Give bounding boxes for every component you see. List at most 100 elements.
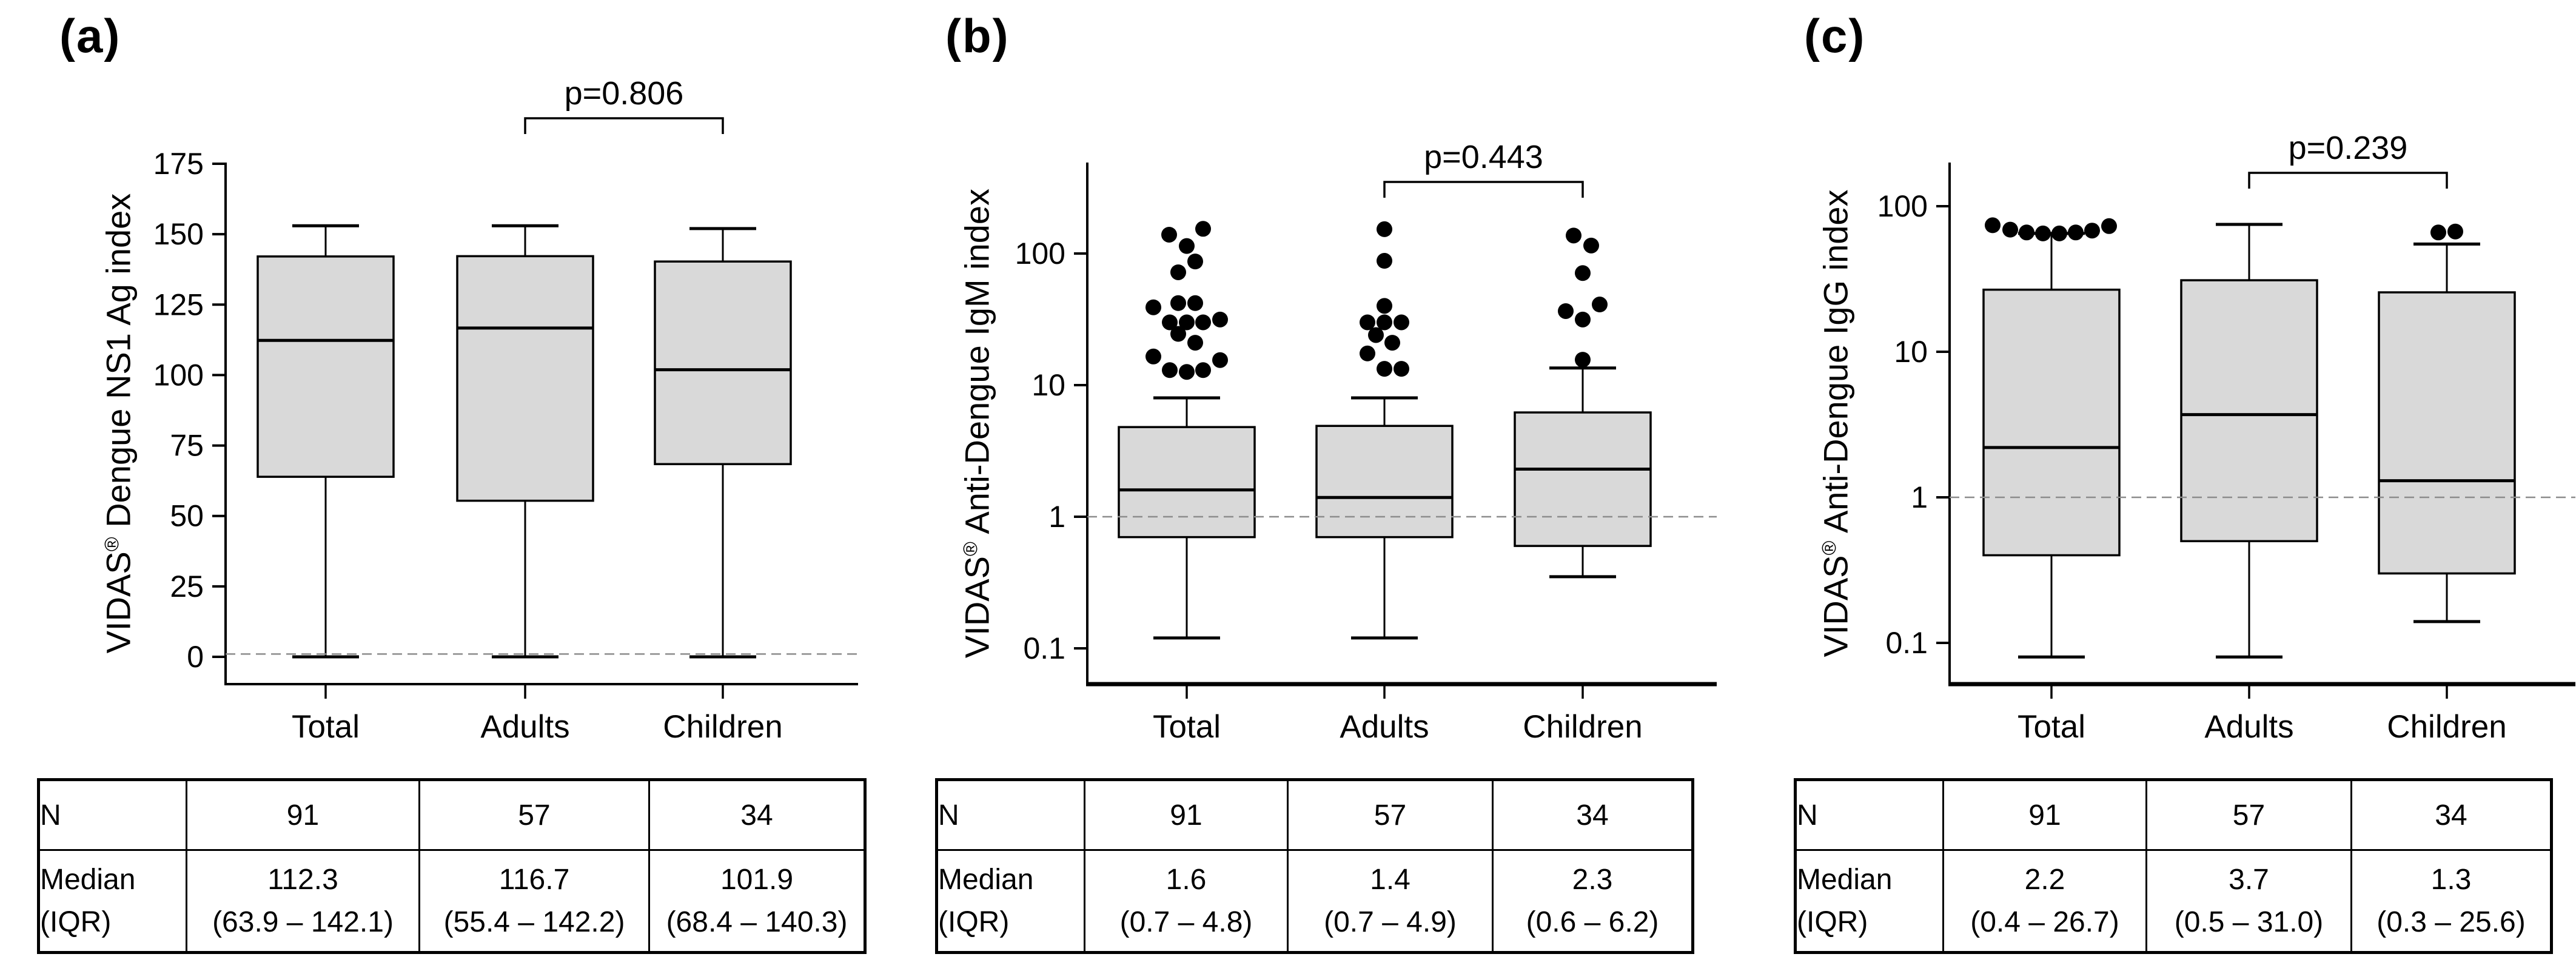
panel-c: (c) VIDAS® Anti-Dengue IgG index p=0.239…: [1717, 0, 2576, 971]
iqr-box-adults: [2180, 279, 2318, 542]
y-axis-tick-label: 10: [1031, 368, 1065, 402]
panel-letter-c: (c): [1804, 9, 1866, 62]
iqr-box-adults: [456, 255, 594, 502]
outlier-dot: [1170, 295, 1186, 311]
significance-bracket: [1383, 181, 1584, 198]
table-row-median-iqr: Median (IQR) 2.2 (0.4 – 26.7) 3.7 (0.5 – 31…: [1794, 849, 2552, 953]
iqr-box-children: [2378, 291, 2516, 575]
row-label-median-iqr: Median (IQR): [38, 849, 187, 953]
iqr-box-total: [1982, 288, 2121, 557]
outlier-dot: [1179, 238, 1195, 254]
median-iqr-total: 2.2 (0.4 – 26.7): [1942, 849, 2147, 953]
summary-table-a: N 91 57 34 Median (IQR) 112.3 (63.9 – 142.…: [37, 778, 867, 954]
outlier-dot: [1170, 326, 1186, 342]
outlier-dot: [1360, 314, 1375, 331]
median-value: 2.2: [2024, 863, 2065, 896]
iqr-value: (0.4 – 26.7): [1970, 905, 2119, 938]
outlier-dot: [2101, 218, 2117, 234]
median-value: 112.3: [267, 863, 338, 896]
outlier-dot: [1187, 295, 1203, 311]
outlier-dot: [1170, 264, 1186, 280]
outlier-dot: [1377, 361, 1392, 377]
median-iqr-children: 1.3 (0.3 – 25.6): [2350, 849, 2552, 953]
iqr-value: (0.7 – 4.8): [1119, 905, 1253, 938]
significance-bracket: [2248, 172, 2448, 189]
outlier-dot: [1384, 335, 1400, 351]
outlier-dot: [1368, 327, 1384, 343]
outlier-dot: [1394, 314, 1409, 331]
y-axis-tick-label: 0.1: [1023, 631, 1065, 665]
outlier-dot: [2430, 224, 2446, 241]
y-axis-tick-label: 100: [153, 358, 204, 392]
n-total: 91: [186, 779, 420, 851]
y-axis-tick-label: 50: [170, 499, 204, 533]
boxplot-canvas-c: 100 10 1 0.1 Total Adults Children: [1877, 163, 2575, 745]
median-value: 101.9: [720, 863, 794, 896]
panel-b: (b) VIDAS® Anti-Dengue IgM index p=0.443…: [859, 0, 1717, 971]
median-iqr-children: 101.9 (68.4 – 140.3): [648, 849, 866, 953]
n-adults: 57: [418, 779, 650, 851]
median-value: 3.7: [2229, 863, 2269, 896]
iqr-value: (0.5 – 31.0): [2174, 905, 2324, 938]
outlier-dot: [1377, 221, 1392, 237]
outlier-dot: [1212, 311, 1228, 328]
y-axis-tick-label: 100: [1877, 189, 1928, 223]
iqr-value: (68.4 – 140.3): [666, 905, 848, 938]
table-row-n: N 91 57 34: [38, 779, 866, 851]
iqr-box-children: [654, 260, 792, 465]
x-axis-category-label: Children: [1523, 709, 1642, 745]
row-label-n: N: [38, 779, 187, 851]
x-axis-category-label: Children: [2387, 709, 2506, 745]
y-axis-tick-label: 125: [153, 287, 204, 321]
p-value-label: p=0.443: [1424, 139, 1543, 175]
n-adults: 57: [1287, 779, 1494, 851]
median-label: Median: [938, 863, 1034, 896]
y-axis-tick-label: 1: [1048, 500, 1065, 534]
x-axis-category-label: Total: [292, 709, 360, 745]
median-value: 1.4: [1370, 863, 1410, 896]
outlier-dot: [1575, 352, 1591, 368]
boxplot-canvas-a: 175 150 125 100 75 50 25 0 Total Adults Children: [153, 117, 858, 745]
x-axis-category-label: Adults: [480, 709, 569, 745]
outlier-dot: [1377, 314, 1392, 331]
median-value: 116.7: [498, 863, 570, 896]
iqr-value: (0.3 – 25.6): [2376, 905, 2526, 938]
outlier-dot: [1179, 314, 1195, 331]
y-axis-tick-label: 75: [170, 429, 204, 463]
iqr-label: (IQR): [938, 905, 1010, 938]
p-value-label: p=0.239: [2288, 130, 2408, 166]
outlier-dot: [2002, 221, 2018, 238]
y-axis-tick-label: 100: [1015, 237, 1065, 270]
y-axis-tick-label: 150: [153, 217, 204, 251]
n-children: 34: [2350, 779, 2552, 851]
outlier-dot: [1162, 314, 1178, 331]
x-axis-category-label: Children: [663, 709, 782, 745]
outlier-dot: [1195, 314, 1211, 331]
y-axis-tick-label: 175: [153, 147, 204, 181]
outlier-dot: [2447, 223, 2463, 240]
outlier-dot: [1394, 361, 1409, 377]
iqr-value: (0.7 – 4.9): [1324, 905, 1457, 938]
p-value-label: p=0.806: [564, 75, 684, 112]
outlier-dot: [2051, 225, 2067, 241]
x-axis-category-label: Total: [1153, 709, 1221, 745]
outlier-dot: [2084, 223, 2100, 239]
table-row-n: N 91 57 34: [936, 779, 1694, 851]
iqr-label: (IQR): [40, 905, 112, 938]
table-row-n: N 91 57 34: [1794, 779, 2552, 851]
outlier-dot: [1195, 221, 1211, 237]
row-label-median-iqr: Median (IQR): [936, 849, 1085, 953]
outlier-dot: [1558, 303, 1574, 319]
iqr-box-total: [257, 255, 395, 478]
median-label: Median: [1797, 863, 1893, 896]
n-total: 91: [1084, 779, 1289, 851]
outlier-dot: [1985, 217, 2001, 234]
outlier-dot: [2068, 224, 2084, 241]
outlier-dot: [1162, 362, 1178, 378]
outlier-dot: [1592, 297, 1608, 313]
outlier-dot: [1187, 254, 1203, 270]
outlier-dot: [2035, 225, 2051, 241]
x-axis-category-label: Adults: [1340, 709, 1429, 745]
median-value: 1.3: [2430, 863, 2472, 896]
